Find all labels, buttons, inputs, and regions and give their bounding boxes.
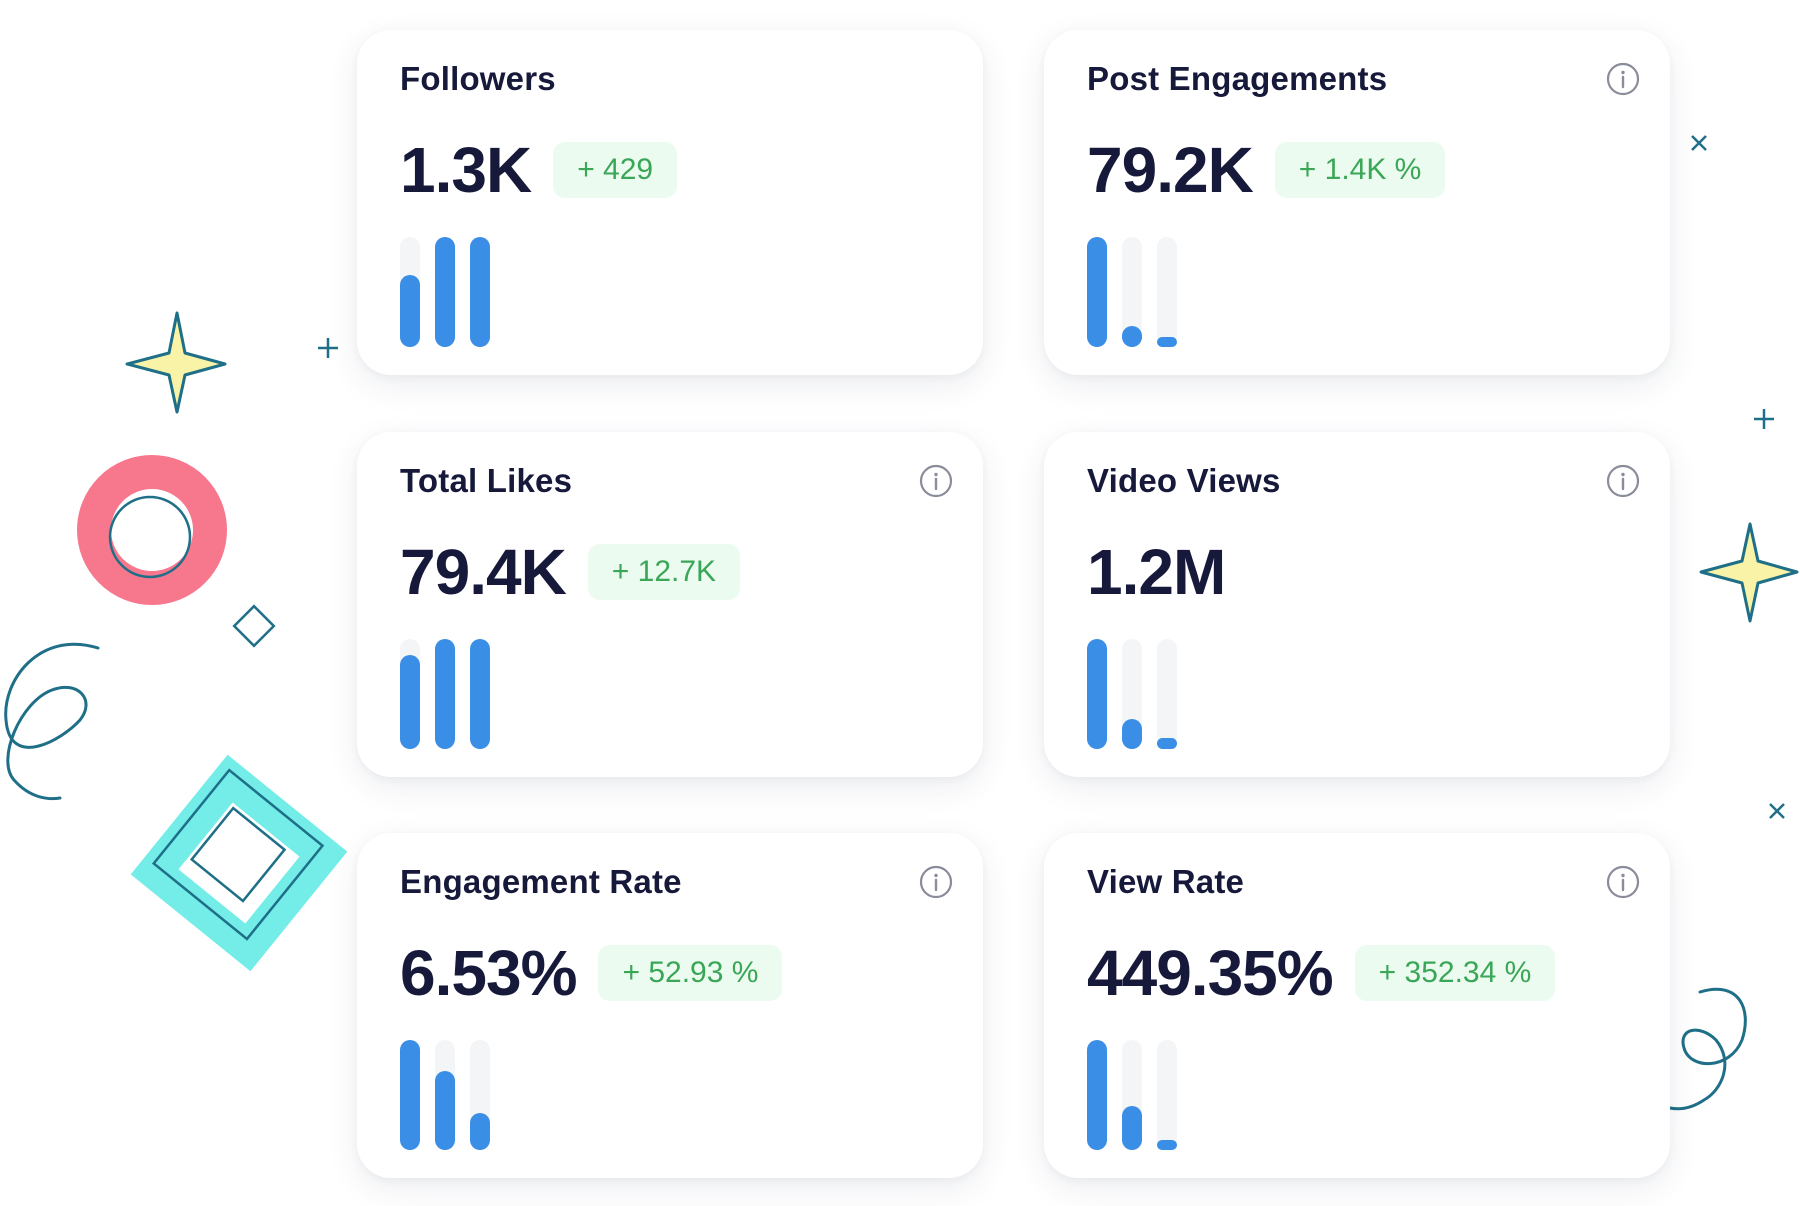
- metric-value: 6.53%: [400, 937, 577, 1009]
- info-icon[interactable]: [1606, 464, 1640, 498]
- card-followers: Followers 1.3K + 429: [357, 30, 983, 375]
- delta-badge: + 352.34 %: [1354, 944, 1556, 1002]
- bar-fill: [1087, 1040, 1107, 1150]
- bar-track: [1157, 237, 1177, 347]
- bar-track: [1122, 639, 1142, 749]
- sparkle-icon-left: [125, 311, 227, 414]
- bar-track: [435, 1040, 455, 1150]
- bar-fill: [470, 1113, 490, 1150]
- bar-fill: [1157, 738, 1177, 749]
- card-title: View Rate: [1087, 863, 1245, 900]
- bar-fill: [1122, 326, 1142, 347]
- plus-icon-left: [318, 338, 338, 358]
- card-title: Total Likes: [400, 462, 573, 499]
- bar-fill: [435, 639, 455, 749]
- card-title: Post Engagements: [1087, 60, 1388, 97]
- plus-icon-right: [1754, 409, 1774, 429]
- card-post-engagements: Post Engagements 79.2K + 1.4K %: [1044, 30, 1670, 375]
- bar-fill: [400, 275, 420, 347]
- delta-badge: + 12.7K: [587, 543, 741, 601]
- bar-fill: [400, 1040, 420, 1150]
- info-icon[interactable]: [1606, 865, 1640, 899]
- metric-value: 1.2M: [1087, 536, 1226, 608]
- bar-track: [470, 237, 490, 347]
- bar-track: [400, 639, 420, 749]
- card-video-views: Video Views 1.2M: [1044, 432, 1670, 777]
- card-title: Engagement Rate: [400, 863, 682, 900]
- metric-value: 79.2K: [1087, 134, 1254, 206]
- bar-fill: [1087, 639, 1107, 749]
- bar-track: [1157, 639, 1177, 749]
- info-icon[interactable]: [1606, 62, 1640, 96]
- bar-track: [400, 1040, 420, 1150]
- bar-fill: [1157, 337, 1177, 347]
- info-icon[interactable]: [919, 464, 953, 498]
- card-view-rate: View Rate 449.35% + 352.34 %: [1044, 833, 1670, 1178]
- bar-fill: [435, 237, 455, 347]
- bar-fill: [400, 655, 420, 749]
- value-row: 449.35% + 352.34 %: [1087, 937, 1556, 1009]
- delta-badge: + 429: [553, 141, 678, 199]
- bar-track: [400, 237, 420, 347]
- bar-track: [470, 1040, 490, 1150]
- bar-fill: [1122, 1106, 1142, 1150]
- bar-track: [1087, 237, 1107, 347]
- metric-value: 1.3K: [400, 134, 532, 206]
- square-shape: [130, 754, 348, 972]
- bar-fill: [470, 639, 490, 749]
- bar-fill: [1087, 237, 1107, 347]
- sparkle-icon-right: [1699, 522, 1799, 623]
- value-row: 1.2M: [1087, 536, 1226, 608]
- card-engagement-rate: Engagement Rate 6.53% + 52.93 %: [357, 833, 983, 1178]
- bar-track: [435, 237, 455, 347]
- mini-bar-chart: [400, 1040, 520, 1150]
- bar-track: [1157, 1040, 1177, 1150]
- delta-badge: + 1.4K %: [1274, 141, 1446, 199]
- x-icon-top: [1691, 135, 1707, 151]
- card-total-likes: Total Likes 79.4K + 12.7K: [357, 432, 983, 777]
- mini-bar-chart: [400, 237, 520, 347]
- info-icon[interactable]: [919, 865, 953, 899]
- swirl-shape-right: [1668, 987, 1747, 1111]
- value-row: 6.53% + 52.93 %: [400, 937, 783, 1009]
- mini-bar-chart: [1087, 639, 1207, 749]
- card-title: Video Views: [1087, 462, 1281, 499]
- delta-badge: + 52.93 %: [598, 944, 783, 1002]
- donut-shape: [77, 455, 227, 605]
- bar-fill: [1157, 1140, 1177, 1150]
- metric-value: 79.4K: [400, 536, 567, 608]
- bar-fill: [470, 237, 490, 347]
- value-row: 79.4K + 12.7K: [400, 536, 741, 608]
- bar-track: [1122, 237, 1142, 347]
- value-row: 1.3K + 429: [400, 134, 678, 206]
- card-title: Followers: [400, 60, 556, 97]
- mini-bar-chart: [400, 639, 520, 749]
- value-row: 79.2K + 1.4K %: [1087, 134, 1446, 206]
- diamond-shape: [232, 604, 276, 648]
- bar-fill: [435, 1071, 455, 1150]
- mini-bar-chart: [1087, 237, 1207, 347]
- bar-fill: [1122, 719, 1142, 749]
- bar-track: [1122, 1040, 1142, 1150]
- bar-track: [1087, 639, 1107, 749]
- x-icon-bottom: [1769, 803, 1785, 819]
- metric-value: 449.35%: [1087, 937, 1334, 1009]
- swirl-shape-left: [4, 642, 100, 801]
- bar-track: [1087, 1040, 1107, 1150]
- bar-track: [435, 639, 455, 749]
- bar-track: [470, 639, 490, 749]
- mini-bar-chart: [1087, 1040, 1207, 1150]
